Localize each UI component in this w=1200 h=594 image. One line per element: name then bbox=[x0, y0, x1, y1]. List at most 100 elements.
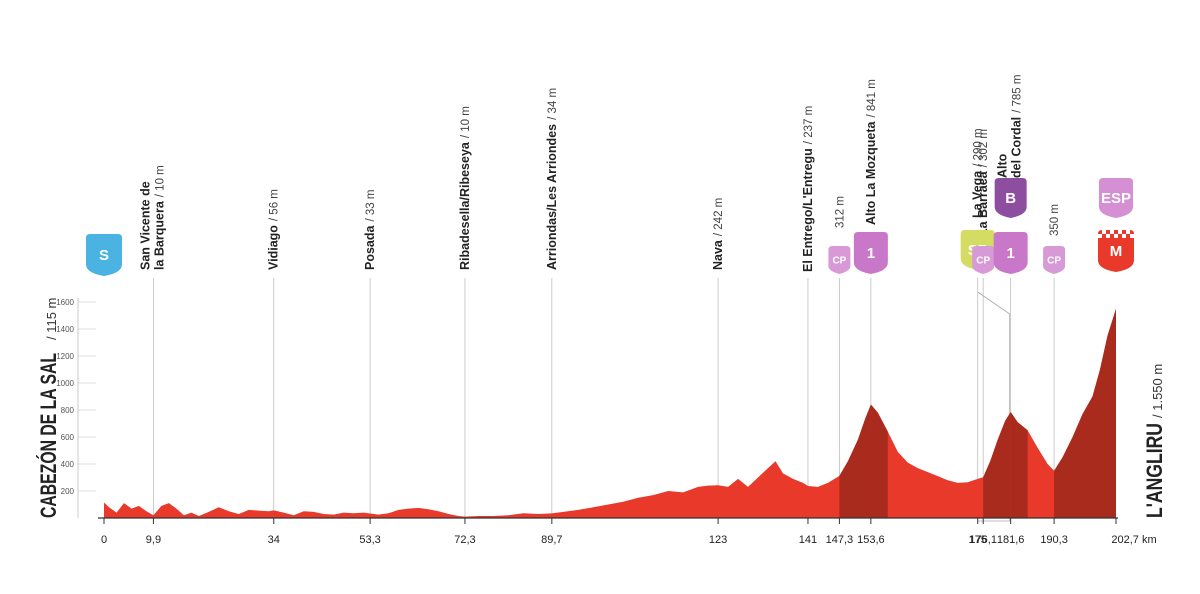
place-name: El Entrego/L'Entregu / 237 m bbox=[801, 106, 815, 272]
checkered-square bbox=[1130, 234, 1134, 238]
marker-shield bbox=[86, 234, 122, 276]
place-name: Altodel Cordal / 785 m bbox=[996, 75, 1024, 178]
place-name: La Vega / 290 m bbox=[971, 128, 985, 218]
place-altitude: / 237 m bbox=[803, 106, 815, 144]
place-name-line: Vidiago bbox=[267, 225, 281, 270]
place-name: Nava / 242 m bbox=[711, 198, 725, 270]
y-tick-label: 1600 bbox=[56, 298, 74, 307]
km-tick-label: 0 bbox=[101, 534, 107, 546]
place-altitude: / 56 m bbox=[269, 189, 281, 221]
place-label: Vidiago / 56 m bbox=[267, 189, 281, 270]
place-name-line: San Vicente de bbox=[138, 181, 152, 270]
place-label: Arriondas/Les Arriondes / 34 m bbox=[545, 88, 559, 270]
place-altitude: / 785 m bbox=[1012, 75, 1024, 113]
marker-label: CP bbox=[1047, 255, 1061, 266]
place-name: Vidiago / 56 m bbox=[267, 189, 281, 270]
place-label: 350 m bbox=[1049, 204, 1061, 236]
marker-kom1: 1 bbox=[853, 232, 888, 274]
place-label: Altodel Cordal / 785 m bbox=[996, 75, 1024, 178]
checkered-square bbox=[1126, 230, 1130, 234]
km-tick-label: 153,6 bbox=[857, 534, 885, 546]
km-tick-label: 123 bbox=[709, 534, 727, 546]
marker-shield bbox=[972, 246, 995, 274]
marker-start: S bbox=[86, 234, 122, 276]
place-name-line: del Cordal bbox=[1010, 117, 1024, 178]
place-name: La Barraca / 302 m bbox=[976, 129, 990, 236]
km-tick-label: 175 bbox=[969, 534, 987, 546]
checkered-square bbox=[1118, 230, 1122, 234]
km-tick-label: 141 bbox=[799, 534, 817, 546]
place-name-line: Arriondas/Les Arriondes bbox=[545, 124, 559, 270]
place-name-line: La Barraca bbox=[976, 170, 990, 236]
marker-esp: ESP bbox=[1099, 178, 1133, 218]
place-name-line: la Barquera bbox=[152, 200, 166, 270]
place-name: 350 m bbox=[1049, 204, 1061, 236]
marker-label: S bbox=[99, 247, 109, 264]
place-label: San Vicente dela Barquera / 10 m bbox=[138, 165, 166, 270]
place-altitude: / 34 m bbox=[547, 88, 559, 120]
climb-segment-area bbox=[983, 412, 1011, 518]
y-tick-label: 200 bbox=[61, 487, 75, 496]
km-tick-label: 147,3 bbox=[826, 534, 854, 546]
place-name: Posada / 33 m bbox=[363, 190, 377, 270]
place-altitude: / 10 m bbox=[460, 106, 472, 138]
y-tick-label: 600 bbox=[61, 433, 75, 442]
place-label: El Entrego/L'Entregu / 237 m bbox=[801, 106, 815, 272]
marker-label: CP bbox=[976, 255, 990, 266]
marker-finish: M bbox=[1098, 230, 1134, 272]
start-name: CABEZÓN DE LA SAL bbox=[36, 353, 61, 518]
place-altitude: / 10 m bbox=[154, 165, 166, 197]
marker-label: M bbox=[1110, 243, 1123, 260]
km-tick-label: 34 bbox=[268, 534, 280, 546]
marker-kom2: 1 bbox=[993, 232, 1028, 274]
checkered-square bbox=[1122, 234, 1126, 238]
marker-bonus: B bbox=[994, 178, 1027, 218]
km-tick-label: 53,3 bbox=[359, 534, 380, 546]
y-tick-label: 1400 bbox=[56, 325, 74, 334]
place-altitude: 312 m bbox=[834, 196, 846, 228]
place-name: Arriondas/Les Arriondes / 34 m bbox=[545, 88, 559, 270]
y-tick-label: 1200 bbox=[56, 352, 74, 361]
marker-cp2: CP bbox=[972, 246, 995, 274]
marker-shield bbox=[853, 232, 888, 274]
place-label: Ribadesella/Ribeseya / 10 m bbox=[458, 106, 472, 270]
marker-label: 1 bbox=[1006, 245, 1014, 262]
marker-label: ESP bbox=[1101, 190, 1131, 207]
finish-name: L'ANGLIRU bbox=[1142, 423, 1167, 518]
place-name-line: Alto bbox=[996, 153, 1010, 178]
km-tick-label: 72,3 bbox=[454, 534, 475, 546]
km-tick-label: 181,6 bbox=[997, 534, 1025, 546]
marker-shield bbox=[993, 232, 1028, 274]
climb-segment-area bbox=[839, 404, 871, 518]
place-label: Nava / 242 m bbox=[711, 198, 725, 270]
marker-shield bbox=[1098, 230, 1134, 272]
place-name-line: Posada bbox=[363, 224, 377, 270]
checkered-square bbox=[1098, 234, 1102, 238]
place-label: La Barraca / 302 m bbox=[976, 129, 990, 236]
km-tick-label: 89,7 bbox=[541, 534, 562, 546]
finish-altitude: / 1.550 m bbox=[1150, 364, 1165, 418]
place-name-line: El Entrego/L'Entregu bbox=[801, 148, 815, 272]
checkered-square bbox=[1114, 234, 1118, 238]
marker-label: 1 bbox=[867, 245, 875, 262]
place-name-line: Ribadesella/Ribeseya bbox=[458, 141, 472, 270]
climb-segment-area bbox=[1054, 308, 1116, 518]
place-label: Posada / 33 m bbox=[363, 190, 377, 270]
place-altitude: / 302 m bbox=[978, 129, 990, 167]
marker-label: CP bbox=[832, 255, 846, 266]
checkered-square bbox=[1106, 234, 1110, 238]
km-tick-label: 9,9 bbox=[146, 534, 161, 546]
checkered-square bbox=[1110, 230, 1114, 234]
place-name: Ribadesella/Ribeseya / 10 m bbox=[458, 106, 472, 270]
marker-cp1: CP bbox=[828, 246, 851, 274]
place-altitude: / 290 m bbox=[973, 128, 985, 166]
y-tick-label: 1000 bbox=[56, 379, 74, 388]
place-name-line: Alto La Mozqueta bbox=[864, 120, 878, 225]
place-name-line: Nava bbox=[711, 239, 725, 270]
marker-shield bbox=[828, 246, 851, 274]
marker-shield bbox=[1043, 246, 1066, 274]
start-altitude: / 115 m bbox=[44, 298, 59, 340]
place-altitude: 350 m bbox=[1049, 204, 1061, 236]
place-label: Alto La Mozqueta / 841 m bbox=[864, 79, 878, 225]
